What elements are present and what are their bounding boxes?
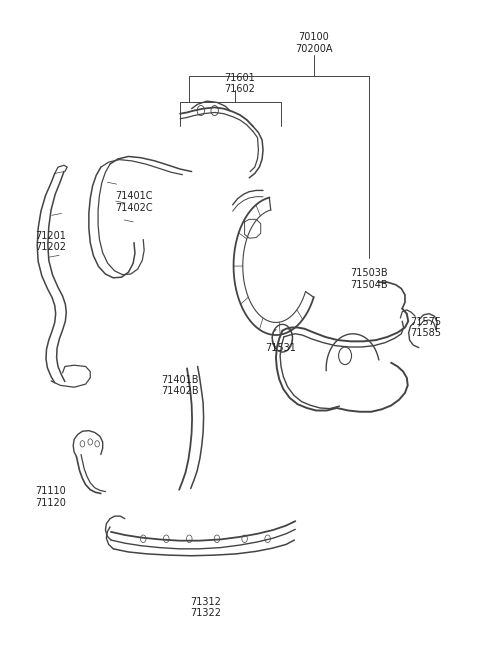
Text: 71401B
71402B: 71401B 71402B: [161, 375, 198, 396]
Text: 70100
70200A: 70100 70200A: [295, 33, 333, 54]
Text: 71201
71202: 71201 71202: [35, 231, 66, 252]
Text: 71110
71120: 71110 71120: [35, 487, 66, 508]
Text: 71531: 71531: [265, 343, 296, 352]
Text: 71312
71322: 71312 71322: [190, 597, 221, 618]
Text: 71601
71602: 71601 71602: [225, 73, 255, 94]
Text: 71503B
71504B: 71503B 71504B: [350, 269, 388, 290]
Text: 71401C
71402C: 71401C 71402C: [116, 191, 153, 212]
Text: 71575
71585: 71575 71585: [410, 317, 442, 338]
